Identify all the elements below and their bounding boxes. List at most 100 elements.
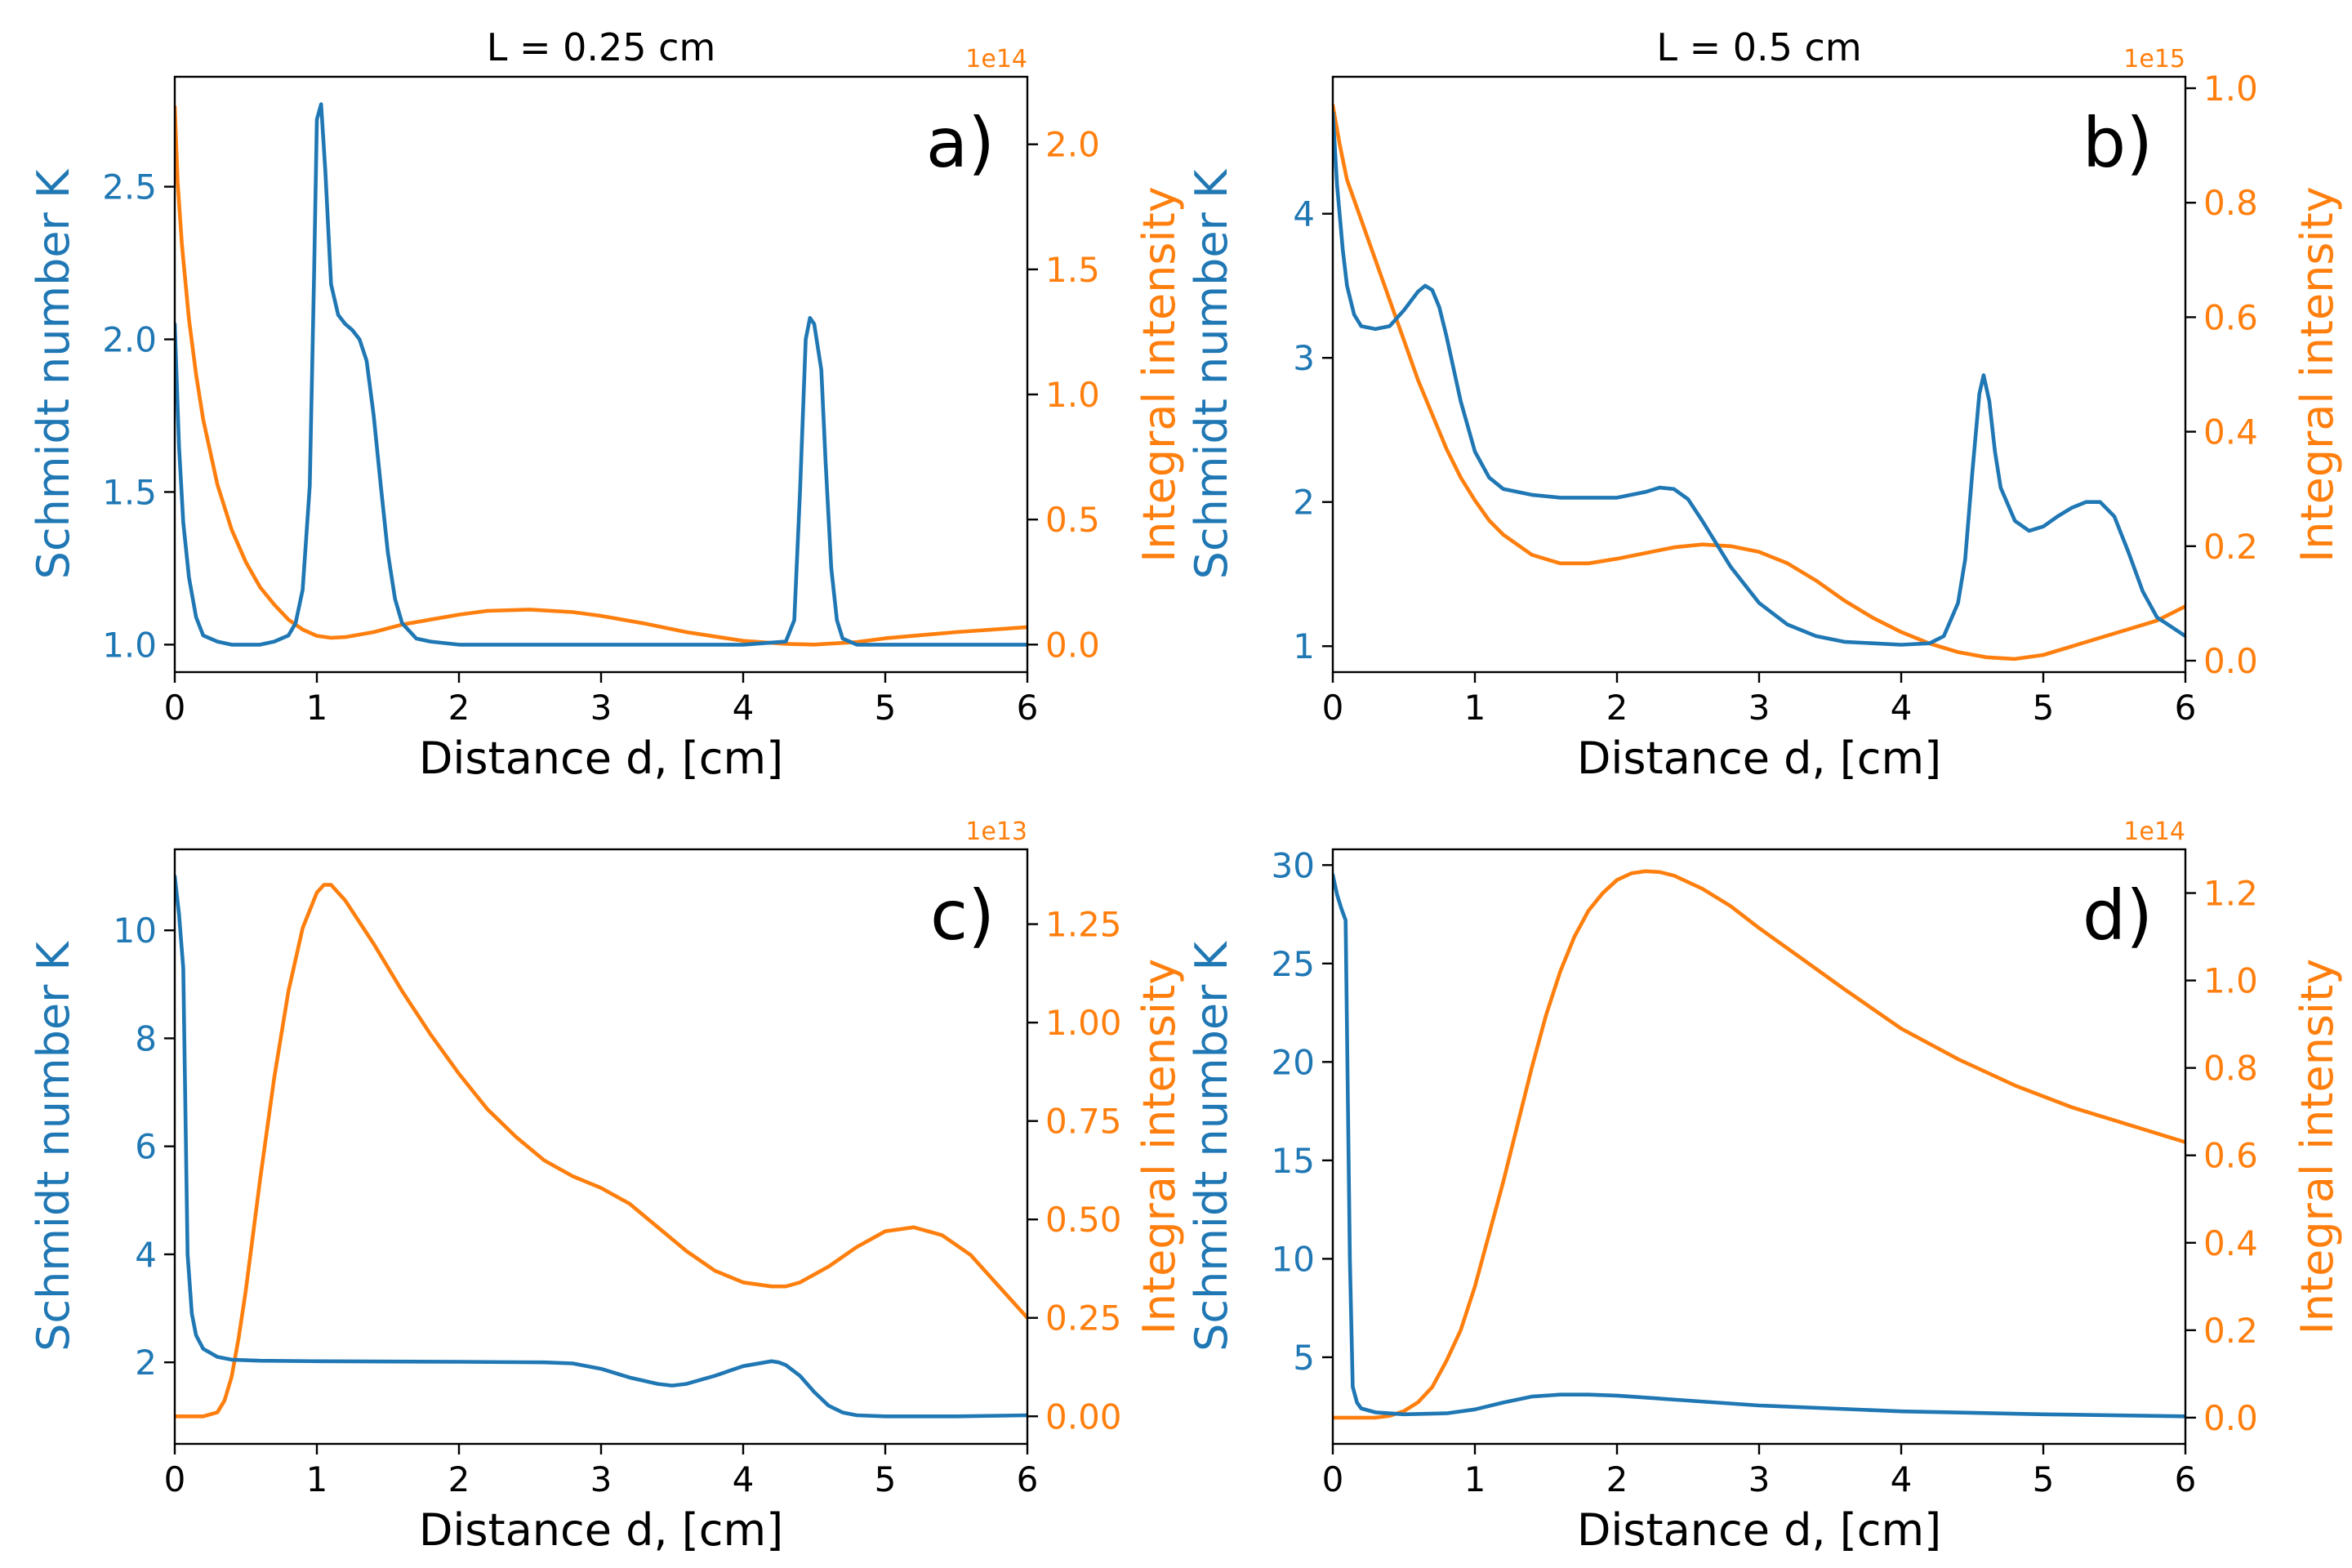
y-right-tick-label: 0.2 — [2203, 527, 2258, 567]
y-left-tick-label: 1.0 — [102, 625, 157, 665]
y-right-tick-label: 0.6 — [2203, 297, 2258, 337]
schmidt-curve — [1333, 873, 2185, 1419]
right-axis-multiplier: 1e14 — [965, 45, 1027, 74]
y-right-tick-label: 0.8 — [2203, 183, 2258, 223]
y-right-tick-label: 0.00 — [1045, 1396, 1122, 1437]
x-tick-label: 4 — [1891, 1459, 1913, 1499]
y-left-tick-label: 3 — [1293, 338, 1315, 378]
y-left-tick-label: 2 — [135, 1343, 157, 1383]
x-tick-label: 0 — [1322, 688, 1344, 728]
x-tick-label: 0 — [164, 688, 186, 728]
intensity-curve — [1333, 869, 2185, 1420]
plot-frame — [1331, 75, 2187, 674]
y-left-tick-label: 20 — [1272, 1042, 1315, 1082]
x-tick-label: 0 — [164, 1459, 186, 1499]
x-tick-label: 5 — [875, 688, 897, 728]
y-right-tick-label: 0.8 — [2203, 1049, 2258, 1089]
y-left-tick-label: 5 — [1293, 1338, 1315, 1378]
intensity-curve — [175, 883, 1027, 1419]
right-axis-multiplier: 1e15 — [2123, 45, 2185, 74]
schmidt-curve — [175, 874, 1027, 1419]
right-axis-multiplier: 1e13 — [965, 817, 1027, 846]
x-tick-label: 3 — [590, 1459, 612, 1499]
chart-panel-4: 0 1 2 3 4 5 6 5 10 15 20 25 30 0.0 0.2 0.4 0.6 0.8 1.0 1.2 1… — [1186, 817, 2343, 1556]
x-tick-label: 6 — [2175, 1459, 2197, 1499]
panel-label: d) — [2082, 875, 2153, 956]
y-right-tick-label: 0.4 — [2203, 412, 2258, 452]
y-right-axis-label: Integral intensity — [2292, 959, 2343, 1334]
chart-panel-2: 0 1 2 3 4 5 612340.00.20.40.60.81.01e15Distanc… — [1186, 25, 2343, 784]
x-tick-label: 5 — [2033, 688, 2055, 728]
panel-label: c) — [930, 875, 995, 956]
y-right-tick-label: 1.25 — [1045, 905, 1122, 945]
x-tick-label: 2 — [448, 688, 470, 728]
chart-panel-1: 0 1 2 3 4 5 6 1.0 1.5 2.0 2.5 0.0 0.5 1.0 1.5 2.0 1e14 Di… — [28, 25, 1185, 784]
y-right-tick-label: 0.25 — [1045, 1298, 1122, 1339]
y-left-tick-label: 10 — [114, 911, 157, 951]
x-tick-label: 5 — [875, 1459, 897, 1499]
y-left-tick-label: 4 — [135, 1235, 157, 1275]
x-tick-label: 4 — [1891, 688, 1913, 728]
y-left-axis-label: Schmidt number K — [28, 168, 79, 579]
y-right-axis-label: Integral intensity — [2292, 186, 2343, 562]
y-right-tick-label: 1.5 — [1045, 250, 1100, 290]
x-tick-label: 2 — [1606, 688, 1628, 728]
y-right-tick-label: 0.0 — [2203, 641, 2258, 681]
y-right-tick-label: 0.0 — [2203, 1398, 2258, 1438]
y-right-tick-label: 0.75 — [1045, 1102, 1122, 1142]
y-left-tick-label: 8 — [135, 1018, 157, 1058]
y-right-axis-label: Integral intensity — [1134, 186, 1185, 562]
y-right-tick-label: 1.0 — [2203, 69, 2258, 109]
y-left-tick-label: 6 — [135, 1127, 157, 1167]
x-tick-label: 2 — [1606, 1459, 1628, 1499]
x-tick-label: 6 — [1017, 688, 1039, 728]
x-tick-label: 6 — [2175, 688, 2197, 728]
x-tick-label: 6 — [1017, 1459, 1039, 1499]
right-axis-multiplier: 1e14 — [2123, 817, 2185, 846]
x-tick-label: 1 — [306, 688, 328, 728]
x-tick-label: 0 — [1322, 1459, 1344, 1499]
panel-label: b) — [2082, 103, 2153, 183]
y-right-tick-label: 1.0 — [2203, 961, 2258, 1001]
y-right-axis-label: Integral intensity — [1134, 959, 1185, 1334]
schmidt-curve — [175, 102, 1027, 647]
plot-frame — [1331, 848, 2187, 1446]
y-right-tick-label: 1.0 — [1045, 375, 1100, 415]
y-right-tick-label: 0.5 — [1045, 500, 1100, 540]
y-left-tick-label: 1 — [1293, 626, 1315, 666]
x-tick-label: 3 — [590, 688, 612, 728]
x-axis-label: Distance d, [cm] — [419, 733, 783, 784]
intensity-curve — [1333, 103, 2185, 662]
x-tick-label: 1 — [306, 1459, 328, 1499]
x-tick-label: 3 — [1748, 688, 1771, 728]
y-left-tick-label: 2.5 — [102, 167, 157, 207]
y-left-tick-label: 25 — [1272, 944, 1315, 984]
x-tick-label: 5 — [2033, 1459, 2055, 1499]
y-left-tick-label: 15 — [1272, 1141, 1315, 1181]
y-right-tick-label: 0.0 — [1045, 625, 1100, 665]
y-left-tick-label: 30 — [1272, 845, 1315, 885]
y-left-axis-label: Schmidt number K — [28, 941, 79, 1352]
y-right-tick-label: 1.2 — [2203, 874, 2258, 914]
y-right-tick-label: 1.00 — [1045, 1003, 1122, 1043]
schmidt-curve — [1333, 110, 2185, 647]
x-axis-label: Distance d, [cm] — [1577, 733, 1941, 784]
y-left-tick-label: 10 — [1272, 1239, 1315, 1279]
y-right-tick-label: 0.4 — [2203, 1223, 2258, 1263]
x-tick-label: 4 — [733, 688, 755, 728]
y-right-tick-label: 0.50 — [1045, 1200, 1122, 1240]
x-axis-label: Distance d, [cm] — [1577, 1504, 1941, 1556]
x-tick-label: 3 — [1748, 1459, 1771, 1499]
panel-label: a) — [926, 103, 995, 183]
x-tick-label: 4 — [733, 1459, 755, 1499]
y-right-tick-label: 2.0 — [1045, 125, 1100, 165]
y-right-tick-label: 0.2 — [2203, 1311, 2258, 1351]
panel-title: L = 0.5 cm — [1656, 25, 1861, 69]
x-tick-label: 1 — [1464, 688, 1486, 728]
y-left-tick-label: 2 — [1293, 483, 1315, 523]
x-tick-label: 2 — [448, 1459, 470, 1499]
y-left-axis-label: Schmidt number K — [1186, 941, 1237, 1352]
y-left-tick-label: 1.5 — [102, 472, 157, 512]
y-right-tick-label: 0.6 — [2203, 1136, 2258, 1176]
